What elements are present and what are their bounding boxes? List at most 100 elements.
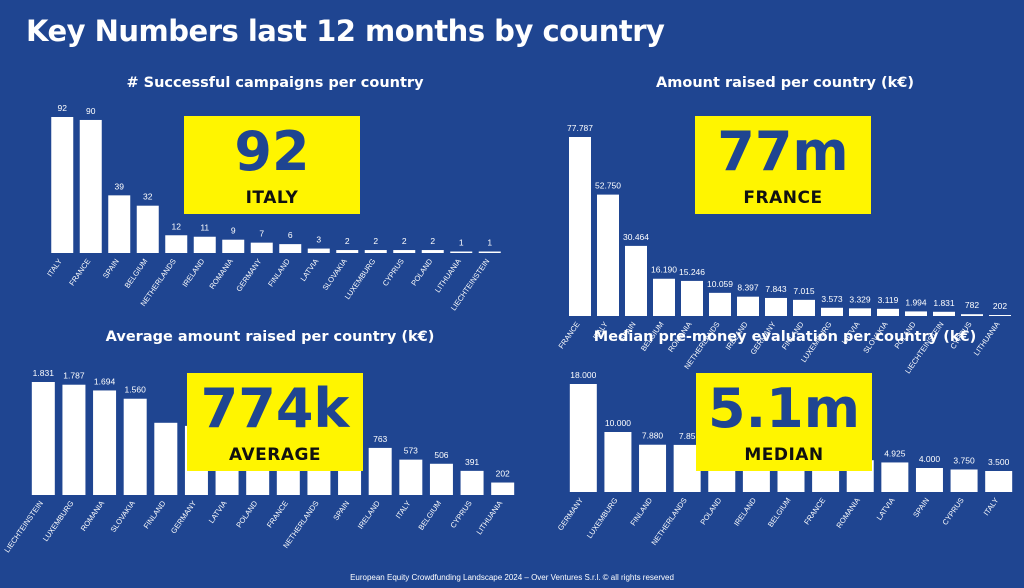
data-label-spain: 4.000	[919, 454, 941, 464]
bar-netherlands	[709, 292, 731, 316]
tick-label-cyprus: CYPRUS	[940, 496, 965, 527]
tick-label-finland: FINLAND	[628, 496, 654, 528]
bar-cyprus	[460, 470, 484, 495]
data-label-belgium: 506	[434, 450, 448, 460]
tick-label-lithuania: LITHUANIA	[474, 499, 504, 536]
bar-italy	[51, 117, 74, 253]
kpi-label-amount: FRANCE	[743, 188, 823, 208]
data-label-liechteinstein: 1	[487, 238, 492, 248]
kpi-label-median: MEDIAN	[744, 445, 824, 465]
tick-label-germany: GERMANY	[234, 257, 263, 293]
bar-luxemburg	[62, 384, 86, 495]
bar-slovakia	[877, 308, 899, 316]
data-label-lithuania: 1	[459, 238, 464, 248]
bar-finland	[279, 244, 302, 253]
data-label-spain: 30.464	[623, 232, 649, 242]
tick-label-spain: SPAIN	[331, 499, 351, 522]
chart-title-median: Median pre-money evaluation per country …	[593, 329, 977, 345]
data-label-finland: 6	[288, 230, 293, 240]
data-label-luxemburg: 2	[373, 236, 378, 246]
tick-label-luxemburg: LUXEMBURG	[343, 257, 378, 301]
bar-cyprus	[950, 469, 978, 492]
bar-finland	[154, 422, 178, 495]
bar-finland	[793, 299, 815, 316]
data-label-france: 77.787	[567, 123, 593, 133]
data-label-luxemburg: 3.573	[821, 294, 843, 304]
bar-liechteinstein	[31, 382, 55, 495]
data-label-ireland: 763	[373, 434, 387, 444]
kpi-value-campaigns: 92	[234, 120, 310, 183]
tick-label-ireland: IRELAND	[732, 496, 758, 528]
kpi-value-amount: 77m	[717, 120, 849, 183]
tick-label-italy: ITALY	[45, 257, 64, 278]
tick-label-finland: FINLAND	[266, 257, 292, 289]
tick-label-germany: GERMANY	[556, 496, 585, 532]
chart-title-average: Average amount raised per country (k€)	[105, 329, 435, 345]
bar-poland	[421, 250, 444, 253]
bar-spain	[625, 245, 647, 316]
bar-germany	[569, 384, 597, 492]
tick-label-france: FRANCE	[67, 257, 92, 287]
data-label-latvia: 4.925	[884, 448, 906, 458]
bar-poland	[905, 311, 927, 316]
bar-lithuania	[989, 315, 1011, 316]
data-label-romania: 1.694	[94, 376, 116, 386]
bar-france	[79, 119, 102, 254]
data-label-spain: 39	[115, 181, 125, 191]
bar-italy	[597, 194, 619, 316]
bar-netherlands	[165, 235, 188, 253]
page-title: Key Numbers last 12 months by country	[26, 14, 665, 48]
tick-label-poland: POLAND	[234, 499, 259, 530]
kpi-box-campaigns: 92 ITALY	[184, 116, 360, 214]
data-label-slovakia: 3.119	[878, 295, 899, 305]
tick-label-ireland: IRELAND	[356, 499, 382, 531]
data-label-slovakia: 1.560	[125, 385, 147, 395]
tick-label-ireland: IRELAND	[180, 257, 206, 289]
data-label-finland: 7.880	[642, 431, 664, 441]
data-label-germany: 18.000	[570, 370, 596, 380]
chart-title-campaigns: # Successful campaigns per country	[126, 75, 424, 91]
bar-luxemburg	[364, 250, 387, 253]
bar-slovakia	[123, 398, 147, 495]
data-label-lithuania: 202	[993, 301, 1007, 311]
data-label-netherlands: 12	[172, 221, 182, 231]
data-label-ireland: 11	[200, 223, 209, 233]
data-label-lithuania: 202	[496, 469, 510, 479]
data-label-cyprus: 782	[965, 300, 979, 310]
data-label-finland: 7.015	[793, 286, 815, 296]
tick-label-belgium: BELGIUM	[416, 499, 443, 532]
bar-spain	[108, 195, 131, 253]
data-label-netherlands: 7.85	[679, 431, 696, 441]
tick-label-cyprus: CYPRUS	[448, 499, 473, 530]
tick-label-france: FRANCE	[802, 496, 827, 526]
bar-ireland	[737, 296, 759, 316]
bar-liechteinstein	[933, 311, 955, 316]
data-label-italy: 92	[58, 103, 68, 113]
bar-italy	[985, 471, 1013, 492]
bar-latvia	[307, 248, 330, 253]
kpi-value-median: 5.1m	[708, 377, 860, 440]
kpi-box-average: 774k AVERAGE	[187, 373, 363, 471]
data-label-poland: 1.994	[905, 297, 927, 307]
bar-france	[569, 137, 591, 316]
data-label-latvia: 3	[316, 235, 321, 245]
tick-label-italy: ITALY	[982, 496, 1001, 517]
tick-label-luxemburg: LUXEMBURG	[585, 496, 620, 540]
bar-spain	[915, 468, 943, 492]
data-label-italy: 52.750	[595, 181, 621, 191]
bar-finland	[639, 444, 667, 492]
data-label-romania: 15.246	[679, 267, 705, 277]
data-label-poland: 2	[430, 236, 435, 246]
kpi-box-amount: 77m FRANCE	[695, 116, 871, 214]
tick-label-spain: SPAIN	[911, 496, 931, 519]
data-label-slovakia: 2	[345, 236, 350, 246]
kpi-value-average: 774k	[200, 377, 350, 440]
data-label-ireland: 8.397	[737, 283, 759, 293]
data-label-luxemburg: 10.000	[605, 418, 631, 428]
footer-copyright: European Equity Crowdfunding Landscape 2…	[350, 573, 674, 582]
data-label-belgium: 32	[143, 192, 153, 202]
bar-chart-campaigns: 92ITALY90FRANCE39SPAIN32BELGIUM12NETHERL…	[45, 103, 501, 312]
bar-cyprus	[393, 250, 416, 253]
data-label-liechteinstein: 1.831	[33, 368, 55, 378]
tick-label-lithuania: LITHUANIA	[433, 257, 463, 294]
